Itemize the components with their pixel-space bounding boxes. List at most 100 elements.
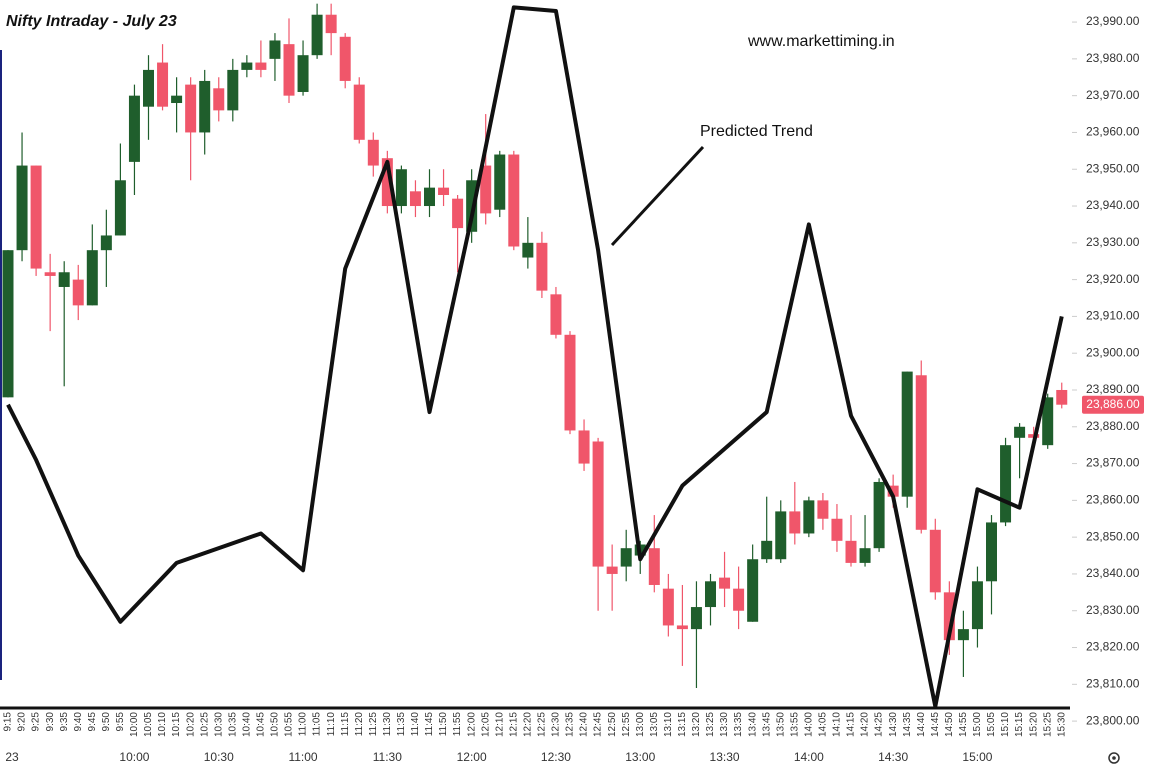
x-tick-label: 11:15 — [340, 712, 351, 737]
x-tick-label: 10:15 — [171, 712, 182, 737]
candle-body — [789, 511, 801, 534]
candle-body — [662, 588, 674, 626]
time-label: 11:00 — [288, 750, 317, 764]
x-tick-label: 14:45 — [930, 712, 941, 737]
candle-body — [845, 540, 857, 563]
x-tick-label: 10:25 — [199, 712, 210, 737]
x-tick-label: 11:10 — [326, 712, 337, 737]
x-tick-label: 13:05 — [649, 712, 660, 737]
x-tick-label: 12:35 — [565, 712, 576, 737]
x-tick-label: 14:00 — [803, 712, 814, 737]
x-tick-label: 11:30 — [382, 712, 393, 737]
x-tick-label: 12:20 — [522, 712, 533, 737]
x-tick-label: 15:25 — [1042, 712, 1053, 737]
x-tick-label: 14:10 — [832, 712, 843, 737]
x-tick-label: 10:50 — [270, 712, 281, 737]
candle-body — [859, 548, 871, 563]
candle-body — [733, 588, 745, 611]
x-tick-label: 13:25 — [705, 712, 716, 737]
x-tick-label: 11:20 — [354, 712, 365, 737]
y-tick-label: 23,970.00 — [1086, 88, 1140, 102]
settings-icon[interactable] — [1108, 752, 1120, 764]
y-tick-label: 23,820.00 — [1086, 640, 1140, 654]
x-tick-label: 12:45 — [593, 712, 604, 737]
x-tick-label: 14:25 — [874, 712, 885, 737]
x-tick-label: 10:20 — [185, 712, 196, 737]
time-label: 13:30 — [710, 750, 740, 764]
x-tick-label: 13:00 — [635, 712, 646, 737]
candle-body — [957, 629, 969, 641]
trend-line — [6, 5, 1064, 709]
candle-body — [269, 40, 281, 59]
candle-body — [943, 592, 955, 641]
candle-body — [831, 518, 843, 541]
x-tick-label: 15:05 — [986, 712, 997, 737]
candle-body — [367, 139, 379, 166]
x-tick-label: 13:20 — [691, 712, 702, 737]
trend-layer — [6, 5, 1064, 709]
x-tick-label: 15:00 — [972, 712, 983, 737]
y-tick-label: 23,990.00 — [1086, 14, 1140, 28]
subtitle: www.markettiming.in — [747, 33, 895, 50]
candle-body — [381, 158, 393, 207]
candle-body — [803, 500, 815, 534]
candle-body — [339, 36, 351, 81]
candle-body — [522, 242, 534, 258]
x-tick-label: 14:40 — [916, 712, 927, 737]
candle-body — [606, 566, 618, 574]
x-tick-label: 14:15 — [846, 712, 857, 737]
y-tick-label: 23,840.00 — [1086, 566, 1140, 580]
y-tick-label: 23,810.00 — [1086, 676, 1140, 690]
candle-body — [72, 279, 84, 306]
candle-body — [199, 80, 211, 133]
last-price-label: 23,886.00 — [1086, 397, 1140, 411]
candle-body — [283, 44, 295, 96]
candle-body — [480, 165, 492, 214]
annotation-arrow — [610, 145, 705, 247]
candle-body — [1014, 426, 1026, 438]
x-tick-label: 15:30 — [1056, 712, 1067, 737]
x-tick-label: 14:50 — [944, 712, 955, 737]
candle-body — [395, 169, 407, 207]
x-tick-label: 10:05 — [143, 712, 154, 737]
candle-layer — [2, 3, 1068, 688]
axis-layer: 23,800.00 23,810.00 23,820.00 23,830.00 23,8… — [3, 14, 1144, 764]
y-tick-label: 23,870.00 — [1086, 456, 1140, 470]
last-price-box — [1082, 395, 1144, 414]
x-tick-label: 11:40 — [410, 712, 421, 737]
y-tick-label: 23,960.00 — [1086, 125, 1140, 139]
x-tick-label: 14:30 — [888, 712, 899, 737]
candle-body — [648, 548, 660, 585]
candle-body — [114, 180, 126, 236]
x-tick-label: 11:50 — [438, 712, 449, 737]
candle-body — [564, 334, 576, 431]
candle-body — [508, 154, 520, 247]
candle-body — [171, 95, 183, 104]
x-tick-label: 13:55 — [789, 712, 800, 737]
x-tick-label: 11:45 — [424, 712, 435, 737]
candle-body — [58, 272, 70, 287]
x-tick-label: 13:15 — [677, 712, 688, 737]
x-tick-label: 10:40 — [241, 712, 252, 737]
candle-body — [929, 529, 941, 593]
x-tick-label: 10:35 — [227, 712, 238, 737]
x-tick-label: 9:55 — [115, 712, 126, 732]
chart-title: Nifty Intraday - July 23 — [6, 13, 177, 30]
x-tick-label: 10:55 — [284, 712, 295, 737]
candle-body — [353, 84, 365, 140]
candle-body — [915, 375, 927, 530]
x-tick-label: 13:30 — [719, 712, 730, 737]
candle-body — [255, 62, 267, 70]
time-label: 10:00 — [119, 750, 149, 764]
candle-body — [550, 294, 562, 335]
y-tick-label: 23,800.00 — [1086, 713, 1140, 727]
candle-body — [241, 62, 253, 70]
candle-body — [817, 500, 829, 519]
y-tick-label: 23,880.00 — [1086, 419, 1140, 433]
x-tick-label: 14:35 — [902, 712, 913, 737]
x-tick-label: 12:30 — [551, 712, 562, 737]
time-label: 12:30 — [541, 750, 571, 764]
candle-body — [536, 242, 548, 291]
x-tick-label: 12:55 — [621, 712, 632, 737]
x-tick-label: 9:45 — [87, 712, 98, 732]
